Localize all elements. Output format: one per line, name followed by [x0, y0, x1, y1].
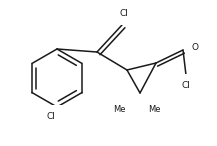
- Text: Cl: Cl: [46, 112, 55, 121]
- Text: Cl: Cl: [120, 9, 128, 18]
- Text: Cl: Cl: [182, 81, 191, 90]
- Text: Me: Me: [113, 105, 126, 114]
- Text: Me: Me: [148, 105, 161, 114]
- Text: O: O: [192, 42, 199, 52]
